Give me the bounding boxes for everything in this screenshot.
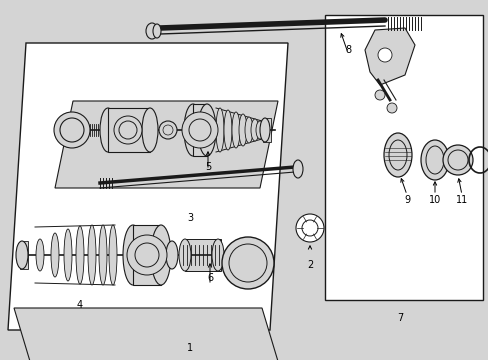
Text: 8: 8: [344, 45, 350, 55]
Ellipse shape: [151, 225, 171, 285]
Ellipse shape: [244, 117, 252, 143]
Ellipse shape: [224, 110, 231, 150]
Circle shape: [447, 150, 467, 170]
Text: 2: 2: [306, 260, 312, 270]
Polygon shape: [184, 239, 221, 271]
Ellipse shape: [165, 241, 178, 269]
Circle shape: [119, 121, 137, 139]
Text: 5: 5: [204, 162, 211, 172]
Ellipse shape: [109, 225, 117, 285]
Ellipse shape: [388, 140, 406, 170]
Ellipse shape: [88, 225, 96, 285]
Ellipse shape: [76, 226, 84, 284]
Circle shape: [159, 121, 177, 139]
Ellipse shape: [256, 121, 264, 139]
Ellipse shape: [51, 233, 59, 277]
Polygon shape: [14, 308, 280, 360]
Ellipse shape: [239, 114, 246, 146]
Polygon shape: [193, 104, 206, 156]
Ellipse shape: [292, 160, 303, 178]
Ellipse shape: [123, 225, 142, 285]
Text: 10: 10: [428, 195, 440, 205]
Polygon shape: [133, 225, 161, 285]
Circle shape: [182, 112, 218, 148]
Ellipse shape: [216, 108, 224, 152]
Circle shape: [114, 116, 142, 144]
Text: 9: 9: [403, 195, 409, 205]
Circle shape: [135, 243, 159, 267]
Ellipse shape: [231, 112, 240, 148]
Ellipse shape: [179, 239, 191, 271]
Ellipse shape: [250, 119, 259, 141]
Circle shape: [374, 90, 384, 100]
Text: 7: 7: [396, 313, 402, 323]
Circle shape: [295, 214, 324, 242]
Ellipse shape: [100, 108, 116, 152]
Polygon shape: [325, 15, 482, 300]
Circle shape: [54, 112, 90, 148]
Ellipse shape: [142, 108, 158, 152]
Polygon shape: [8, 43, 287, 330]
Text: 3: 3: [186, 213, 193, 223]
Polygon shape: [20, 241, 28, 269]
Ellipse shape: [260, 118, 269, 142]
Text: 1: 1: [186, 343, 193, 353]
Ellipse shape: [420, 140, 448, 180]
Circle shape: [386, 103, 396, 113]
Text: 6: 6: [206, 273, 213, 283]
Circle shape: [60, 118, 84, 142]
Circle shape: [189, 119, 210, 141]
Ellipse shape: [16, 241, 28, 269]
Ellipse shape: [383, 133, 411, 177]
Circle shape: [228, 244, 266, 282]
Ellipse shape: [212, 239, 224, 271]
Polygon shape: [55, 101, 278, 188]
Circle shape: [442, 145, 472, 175]
Circle shape: [163, 125, 173, 135]
Circle shape: [222, 237, 273, 289]
Text: 4: 4: [77, 300, 83, 310]
Ellipse shape: [64, 229, 72, 281]
Polygon shape: [263, 118, 270, 142]
Ellipse shape: [425, 146, 443, 174]
Ellipse shape: [153, 24, 161, 38]
Ellipse shape: [198, 104, 216, 156]
Polygon shape: [364, 28, 414, 85]
Circle shape: [127, 235, 167, 275]
Polygon shape: [108, 108, 150, 152]
Ellipse shape: [99, 225, 107, 285]
Ellipse shape: [183, 104, 202, 156]
Ellipse shape: [146, 23, 158, 39]
Text: 11: 11: [455, 195, 467, 205]
Circle shape: [302, 220, 317, 236]
Circle shape: [377, 48, 391, 62]
Ellipse shape: [36, 239, 44, 271]
